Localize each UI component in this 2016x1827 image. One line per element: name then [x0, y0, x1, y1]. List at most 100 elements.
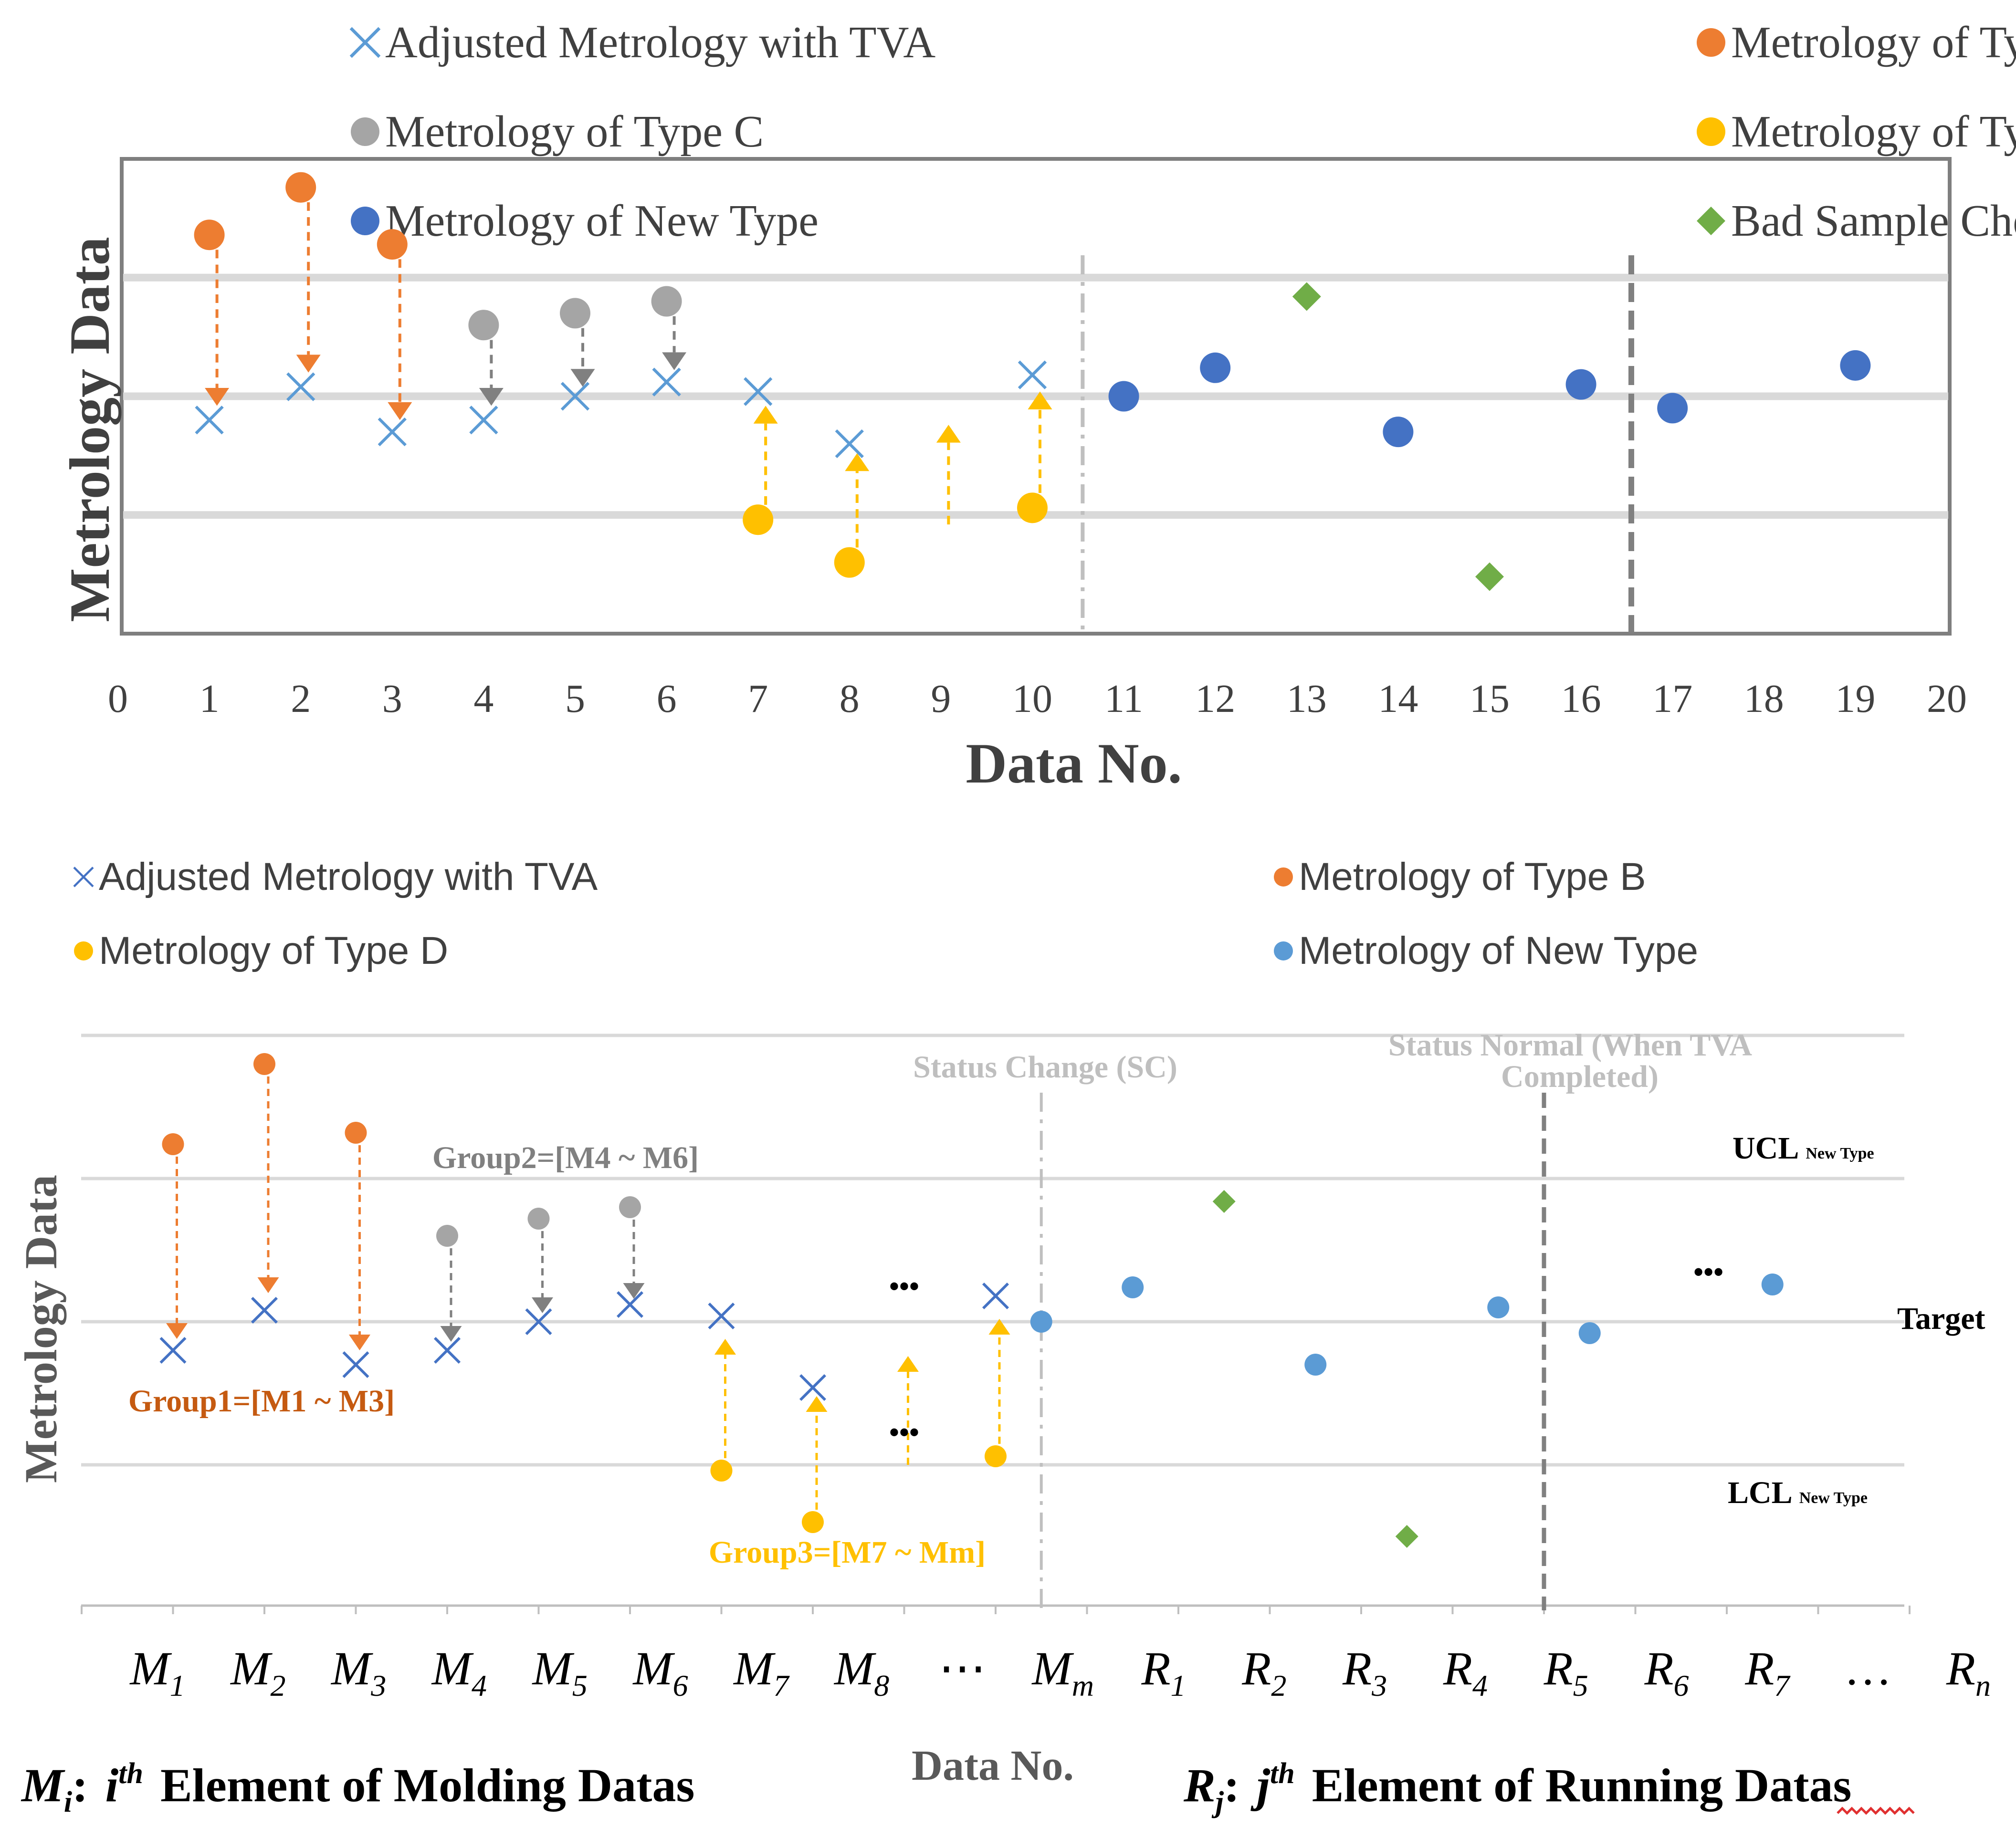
- legend-label-typeC: Metrology of Type C: [385, 107, 764, 157]
- top-point-typeB-1: [285, 172, 316, 203]
- bottom-point-adjusted-7-stroke-b: [799, 1374, 827, 1401]
- bottom-point-newType-0: [1030, 1311, 1052, 1333]
- top-point-adjusted-1-stroke-b: [286, 372, 315, 401]
- ucl-label: UCL New Type: [1732, 1131, 1874, 1166]
- legend-entry-metrology-of-type-d: Metrology of Type D: [1697, 107, 2016, 157]
- bottom-point-adjusted-4-stroke-b: [525, 1308, 552, 1336]
- top-xtick-18: 18: [1744, 677, 1784, 721]
- bottom-point-bad-1: [1395, 1525, 1418, 1548]
- running-symbol: R: [1183, 1759, 1216, 1812]
- bottom-point-typeD-1: [802, 1511, 824, 1533]
- bottom-point-adjusted-5: [616, 1291, 644, 1318]
- top-point-adjusted-4: [560, 382, 590, 411]
- top-x-axis-label: Data No.: [966, 731, 1182, 795]
- bottom-ellipsis-2: •••: [1693, 1256, 1723, 1288]
- bottom-xtick-2: M3: [330, 1642, 386, 1702]
- top-xtick-11: 11: [1104, 677, 1143, 721]
- spellcheck-squiggle: [1837, 1806, 1915, 1815]
- top-arrow-8-head: [936, 425, 961, 443]
- top-plot-frame: [120, 157, 1952, 636]
- legend-label-typeD: Metrology of Type D: [1731, 107, 2016, 157]
- bottom-ellipsis-0: •••: [889, 1271, 919, 1302]
- lcl-label: LCL New Type: [1728, 1475, 1868, 1510]
- top-point-newType-5: [1840, 350, 1871, 381]
- molding-superscript: th: [118, 1757, 143, 1790]
- top-arrow-0: [205, 235, 230, 406]
- bottom-point-typeC-2: [619, 1196, 641, 1218]
- top-xtick-14: 14: [1378, 677, 1418, 721]
- bottom-point-newType-2: [1304, 1354, 1327, 1376]
- bottom-y-axis-label: Metrology Data: [15, 1175, 66, 1483]
- top-arrow-4: [570, 313, 595, 387]
- top-xtick-3: 3: [382, 677, 402, 721]
- top-arrow-8: [936, 425, 961, 525]
- group2-label: Group2=[M4 ~ M6]: [432, 1140, 699, 1175]
- bottom-arrow-7: [806, 1396, 828, 1522]
- bottom-point-adjusted-8: [982, 1282, 1009, 1310]
- bottom-arrow-8-head: [897, 1356, 919, 1372]
- bottom-point-newType-3: [1487, 1296, 1510, 1318]
- running-index: j: [1250, 1759, 1270, 1812]
- top-point-adjusted-2-stroke-b: [378, 417, 407, 447]
- bottom-xtick-4: M5: [532, 1642, 588, 1702]
- bottom-point-bad-0: [1212, 1190, 1236, 1213]
- bottom-arrow-4: [532, 1219, 553, 1313]
- legend-marker-newType: [1274, 941, 1293, 960]
- bottom-ellipses: ••• ••• •••: [889, 1256, 1723, 1448]
- bottom-axis-ticks: [81, 1606, 1911, 1614]
- top-point-adjusted-3: [469, 406, 498, 435]
- bottom-arrow-3: [440, 1236, 462, 1342]
- bottom-xtick-7: M8: [833, 1642, 889, 1702]
- bottom-xtick-15: R6: [1644, 1642, 1689, 1702]
- legend-marker-newType: [351, 206, 379, 235]
- bottom-arrow-7-head: [806, 1396, 828, 1412]
- legend-entry-metrology-of-type-c: Metrology of Type C: [351, 107, 764, 157]
- top-xtick-17: 17: [1652, 677, 1692, 721]
- bottom-point-adjusted-1: [251, 1296, 278, 1324]
- bottom-arrow-6: [714, 1339, 736, 1471]
- top-point-newType-3: [1565, 369, 1596, 400]
- top-point-adjusted-8-stroke-b: [1018, 360, 1047, 389]
- bottom-xtick-13: R4: [1443, 1642, 1488, 1702]
- running-superscript: th: [1270, 1757, 1295, 1790]
- top-arrow-7: [845, 453, 870, 563]
- bottom-xtick-14: R5: [1544, 1642, 1588, 1702]
- bottom-xtick-11: R2: [1241, 1642, 1286, 1702]
- top-point-typeB-0: [194, 219, 225, 251]
- bottom-point-typeD-2: [985, 1445, 1007, 1467]
- top-arrow-6-head: [753, 406, 778, 424]
- legend-marker-typeD: [1697, 117, 1725, 146]
- bottom-xtick-0: M1: [129, 1642, 185, 1702]
- top-y-axis-label: Metrology Data: [58, 237, 122, 622]
- bottom-series: [159, 1053, 1784, 1548]
- bottom-point-typeB-2: [345, 1122, 367, 1144]
- running-text: Element of Running Datas: [1312, 1759, 1852, 1812]
- bottom-x-axis-label: Data No.: [912, 1742, 1074, 1789]
- bottom-point-adjusted-3: [433, 1336, 461, 1364]
- top-point-adjusted-5: [652, 367, 681, 397]
- bottom-arrow-2: [349, 1133, 370, 1350]
- group3-label: Group3=[M7 ~ Mm]: [709, 1535, 986, 1570]
- top-xtick-6: 6: [657, 677, 677, 721]
- bottom-point-adjusted-6-stroke-b: [708, 1302, 735, 1330]
- ucl-subscript: New Type: [1806, 1145, 1874, 1162]
- bottom-point-adjusted-0: [159, 1336, 187, 1364]
- bottom-arrow-3-head: [440, 1326, 462, 1342]
- top-arrow-4-head: [570, 369, 595, 387]
- legend-marker-typeD: [74, 941, 93, 960]
- top-point-adjusted-2: [378, 417, 407, 447]
- target-label: Target: [1897, 1301, 1985, 1336]
- legend-marker-typeB: [1274, 867, 1293, 887]
- group1-label: Group1=[M1 ~ M3]: [128, 1384, 395, 1419]
- bottom-chart: Adjusted Metrology with TVA Metrology of …: [15, 855, 1991, 1818]
- status-normal-label-1: Status Normal (When TVA: [1388, 1028, 1752, 1063]
- top-point-adjusted-6: [744, 377, 773, 406]
- top-arrow-6: [753, 406, 778, 520]
- top-point-typeD-2: [1017, 492, 1048, 523]
- top-series: [194, 172, 1871, 591]
- legend-label-adjusted: Adjusted Metrology with TVA: [385, 18, 935, 67]
- top-point-typeC-1: [560, 298, 590, 329]
- top-point-typeD-1: [834, 547, 865, 578]
- legend-label-bad: Bad Sample Checked by TVA: [1731, 196, 2016, 246]
- top-point-typeB-2: [377, 229, 408, 260]
